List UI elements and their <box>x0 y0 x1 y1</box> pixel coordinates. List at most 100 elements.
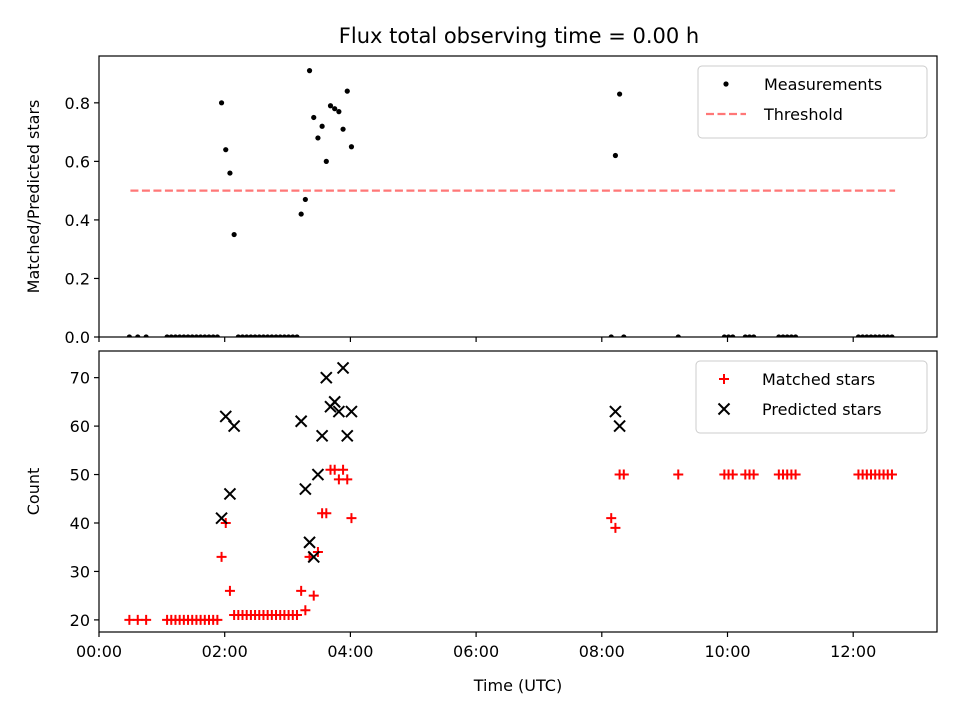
measurement-point-63 <box>792 334 799 337</box>
measurement-point-64 <box>855 334 862 337</box>
legend-label-1: Predicted stars <box>762 400 882 419</box>
measurement-point-51 <box>621 334 627 337</box>
predicted-point-12 <box>328 395 341 409</box>
measurement-point-12 <box>202 334 208 337</box>
measurement-point-46 <box>344 88 350 94</box>
measurement-point-8 <box>185 334 191 337</box>
measurement-point-62 <box>788 334 794 337</box>
predicted-point-9 <box>315 429 329 442</box>
measurement-point-9 <box>189 334 195 337</box>
predicted-point-17 <box>609 405 622 418</box>
predicted-point-10 <box>320 371 333 384</box>
matched-point-49 <box>610 522 621 533</box>
plot-area <box>124 361 897 625</box>
legend-marker-matched <box>719 374 729 384</box>
x-tick-label-1: 02:00 <box>202 642 248 661</box>
measurement-point-23 <box>248 334 254 337</box>
y-tick-label-3: 50 <box>70 466 90 485</box>
predicted-point-15 <box>341 429 354 442</box>
matched-point-44 <box>333 474 344 485</box>
measurement-point-48 <box>608 334 614 337</box>
legend-label-0: Measurements <box>764 75 882 94</box>
figure-title: Flux total observing time = 0.00 h <box>339 24 699 48</box>
legend: Measurements Threshold <box>697 65 928 139</box>
y-tick-label-0: 20 <box>70 611 90 630</box>
matched-point-58 <box>748 469 759 480</box>
measurement-point-59 <box>776 334 782 337</box>
predicted-point-18 <box>613 419 626 433</box>
measurement-point-69 <box>876 334 882 337</box>
x-tick-label-0: 00:00 <box>76 642 122 661</box>
measurement-point-41 <box>323 158 329 164</box>
matched-point-2 <box>141 614 152 625</box>
measurement-point-21 <box>239 334 246 337</box>
measurement-point-55 <box>730 334 736 337</box>
measurement-point-33 <box>290 334 296 337</box>
y-tick-label-1: 30 <box>70 562 90 581</box>
measurement-point-3 <box>164 334 170 337</box>
measurement-point-28 <box>269 334 275 337</box>
predicted-point-16 <box>345 405 358 418</box>
measurement-point-6 <box>177 334 183 337</box>
matched-point-35 <box>296 585 307 596</box>
matched-point-45 <box>338 464 349 475</box>
measurement-point-19 <box>231 231 237 238</box>
x-tick-label-6: 12:00 <box>830 642 876 661</box>
x-tick-label-4: 08:00 <box>579 642 625 661</box>
matched-point-41 <box>321 508 332 519</box>
predicted-point-2 <box>223 487 237 501</box>
measurement-point-34 <box>294 334 300 337</box>
matched-point-72 <box>886 469 897 480</box>
measurement-point-40 <box>319 123 325 129</box>
measurement-point-58 <box>751 334 757 337</box>
measurement-point-2 <box>143 334 149 337</box>
measurement-point-7 <box>181 334 187 337</box>
measurement-point-32 <box>285 334 292 337</box>
measurement-point-30 <box>277 334 283 337</box>
measurement-point-4 <box>168 334 174 337</box>
top-panel: 0.0 0.2 0.4 0.6 0.8 Matched/Predicted stars Me… <box>24 55 938 347</box>
legend-box <box>695 360 928 434</box>
bottom-panel: 20 30 40 50 60 70 00:00 02:00 04:00 06:00 08:00 10:… <box>24 350 938 695</box>
predicted-point-0 <box>215 511 228 525</box>
measurement-point-31 <box>281 334 288 337</box>
matched-point-52 <box>673 469 684 480</box>
matched-point-46 <box>342 474 353 485</box>
measurement-point-42 <box>327 103 334 109</box>
y-tick-label-2: 40 <box>70 514 90 533</box>
predicted-point-4 <box>294 415 308 428</box>
predicted-point-8 <box>311 468 325 481</box>
measurement-point-26 <box>260 334 267 337</box>
measurement-point-72 <box>889 334 895 337</box>
y-tick-label-0: 0.0 <box>65 328 90 347</box>
matched-point-0 <box>124 614 135 625</box>
measurement-point-71 <box>885 334 891 337</box>
measurement-point-20 <box>235 334 241 337</box>
measurement-point-36 <box>302 196 308 203</box>
legend-label-1: Threshold <box>763 105 843 124</box>
matched-point-51 <box>618 469 629 480</box>
predicted-point-7 <box>307 550 320 564</box>
legend-box <box>697 65 928 139</box>
predicted-point-13 <box>332 405 346 418</box>
measurement-point-49 <box>612 152 619 159</box>
measurement-point-44 <box>336 109 342 115</box>
measurement-point-0 <box>126 334 132 337</box>
matched-point-36 <box>300 605 311 616</box>
measurement-point-16 <box>218 100 225 106</box>
measurement-point-70 <box>880 334 887 337</box>
measurement-point-35 <box>298 211 304 217</box>
measurement-point-25 <box>256 334 262 337</box>
matched-point-48 <box>606 513 617 524</box>
measurement-point-54 <box>725 334 732 337</box>
matched-point-47 <box>346 513 357 524</box>
measurement-point-56 <box>742 334 748 337</box>
y-tick-label-2: 0.4 <box>65 211 90 230</box>
measurement-point-39 <box>315 135 321 141</box>
legend: Matched stars Predicted stars <box>695 360 928 434</box>
measurement-point-13 <box>206 334 212 337</box>
matched-point-43 <box>329 464 340 475</box>
measurement-point-66 <box>864 334 870 337</box>
predicted-point-5 <box>299 482 312 496</box>
